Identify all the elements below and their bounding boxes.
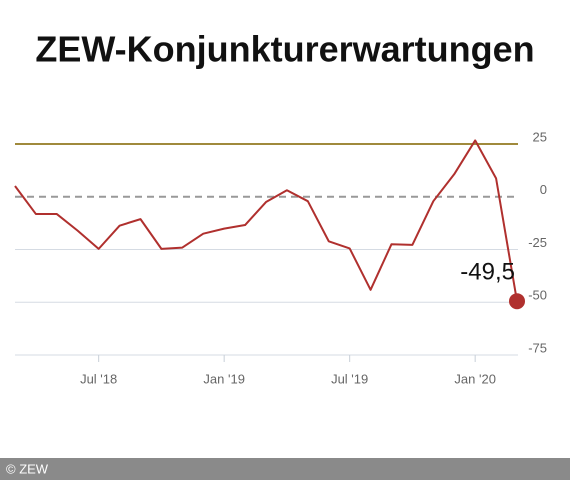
y-tick-label: -50 <box>528 288 547 303</box>
chart-title: ZEW-Konjunkturerwartungen <box>35 29 534 70</box>
y-tick-label: 25 <box>533 129 547 144</box>
end-point <box>509 293 525 310</box>
y-tick-label: 0 <box>540 182 547 197</box>
footer-bar <box>0 458 570 480</box>
x-tick-label: Jan '20 <box>454 371 496 386</box>
footer: © ZEW <box>6 461 49 476</box>
line <box>14 139 518 302</box>
data-label: -49,5 <box>460 259 515 286</box>
x-tick-label: Jul '18 <box>80 371 117 386</box>
y-tick-label: -25 <box>528 235 547 250</box>
x-tick-label: Jul '19 <box>331 371 368 386</box>
x-tick-label: Jan '19 <box>203 371 245 386</box>
y-tick-label: -75 <box>528 340 547 355</box>
